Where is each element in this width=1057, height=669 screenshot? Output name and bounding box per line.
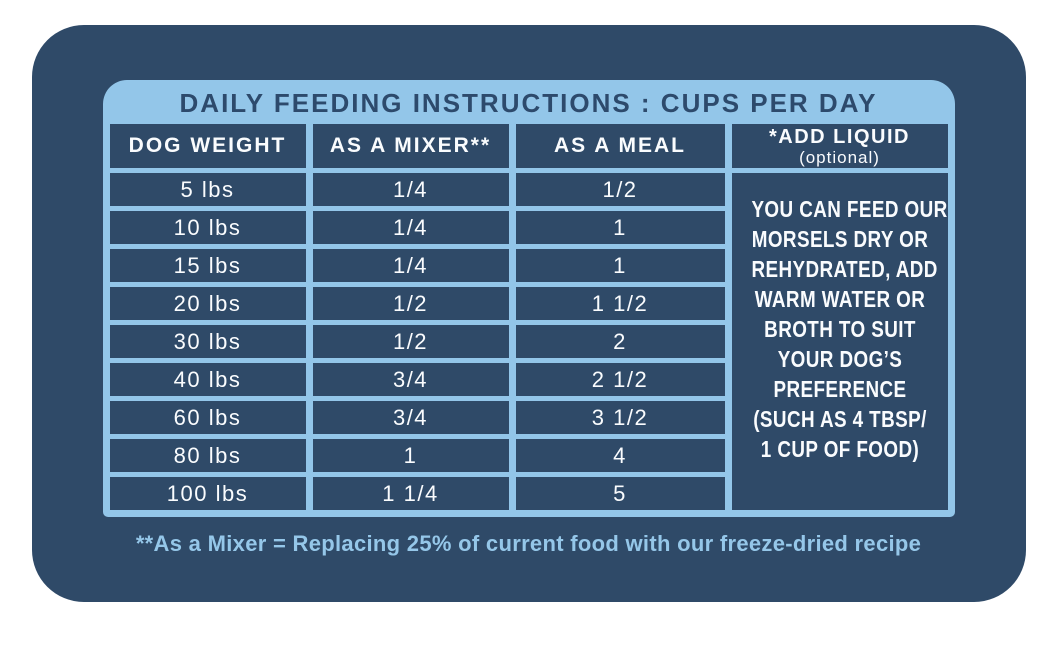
page-title: DAILY FEEDING INSTRUCTIONS : CUPS PER DA… (179, 88, 878, 118)
add-liquid-note-line: MORSELS DRY OR (751, 226, 928, 252)
meal-cell: 2 1/2 (515, 363, 725, 396)
add-liquid-note-line: REHYDRATED, ADD (750, 256, 938, 282)
mixer-cell: 3/4 (312, 401, 509, 434)
column-header-dog-weight: DOG WEIGHT (109, 124, 306, 168)
weight-cell: 30 lbs (109, 325, 306, 358)
weight-cell: 100 lbs (109, 477, 306, 510)
add-liquid-note-line: (SUCH AS 4 TBSP/ (752, 406, 927, 432)
meal-cell: 4 (515, 439, 725, 472)
mixer-cell: 1/4 (312, 211, 509, 244)
add-liquid-header-optional: (optional) (799, 147, 880, 167)
meal-cell: 1 (515, 211, 725, 244)
meal-cell: 3 1/2 (515, 401, 725, 434)
mixer-cell: 1/2 (312, 287, 509, 320)
weight-cell: 40 lbs (109, 363, 306, 396)
add-liquid-note-text: YOU CAN FEED OUR MORSELS DRY OR REHYDRAT… (750, 194, 948, 464)
mixer-cell: 1 (312, 439, 509, 472)
add-liquid-note-line: 1 CUP OF FOOD) (760, 436, 919, 462)
feeding-instructions-card: DAILY FEEDING INSTRUCTIONS : CUPS PER DA… (31, 25, 1026, 602)
weight-cell: 20 lbs (109, 287, 306, 320)
weight-cell: 15 lbs (109, 249, 306, 282)
add-liquid-note-line: WARM WATER OR (754, 286, 925, 312)
weight-cell: 10 lbs (109, 211, 306, 244)
mixer-definition-footnote: **As a Mixer = Replacing 25% of current … (135, 531, 922, 556)
feeding-table-panel: DAILY FEEDING INSTRUCTIONS : CUPS PER DA… (102, 80, 955, 517)
add-liquid-header-label: *ADD LIQUID (769, 125, 910, 148)
mixer-cell: 1 1/4 (312, 477, 509, 510)
mixer-cell: 1/4 (312, 173, 509, 206)
meal-cell: 2 (515, 325, 725, 358)
add-liquid-note-cell: YOU CAN FEED OUR MORSELS DRY OR REHYDRAT… (731, 173, 948, 510)
add-liquid-note-line: YOU CAN FEED OUR (750, 196, 948, 222)
column-header-as-a-meal: AS A MEAL (515, 124, 725, 168)
feeding-table: DOG WEIGHT AS A MIXER** AS A MEAL *ADD L… (109, 124, 948, 510)
mixer-cell: 3/4 (312, 363, 509, 396)
meal-cell: 5 (515, 477, 725, 510)
mixer-cell: 1/4 (312, 249, 509, 282)
weight-cell: 80 lbs (109, 439, 306, 472)
meal-cell: 1 (515, 249, 725, 282)
mixer-cell: 1/2 (312, 325, 509, 358)
column-header-as-a-mixer: AS A MIXER** (312, 124, 509, 168)
column-header-add-liquid: *ADD LIQUID (optional) (731, 124, 948, 168)
add-liquid-note-line: YOUR DOG’S (777, 346, 902, 372)
meal-cell: 1 1/2 (515, 287, 725, 320)
weight-cell: 60 lbs (109, 401, 306, 434)
weight-cell: 5 lbs (109, 173, 306, 206)
meal-cell: 1/2 (515, 173, 725, 206)
add-liquid-note-line: PREFERENCE (772, 376, 906, 402)
add-liquid-note-line: BROTH TO SUIT (763, 316, 916, 342)
